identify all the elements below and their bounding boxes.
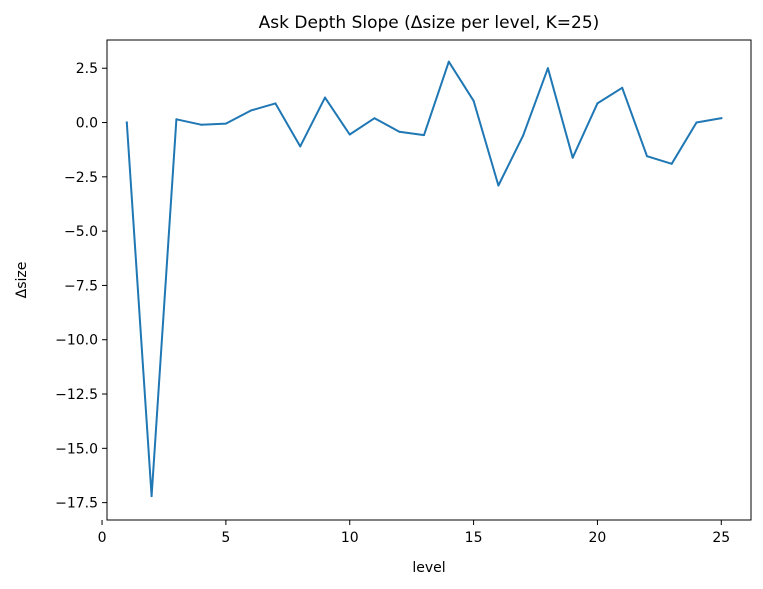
data-point [200,123,203,126]
y-tick-label: 0.0 [76,116,98,132]
x-tick-label: 0 [98,530,107,546]
data-point [274,102,277,105]
data-point [447,60,450,63]
y-tick-label: −10.0 [55,333,98,349]
data-point [695,121,698,124]
data-point [348,133,351,136]
data-point [497,184,500,187]
data-point [472,99,475,102]
y-tick-label: −15.0 [55,441,98,457]
data-point [423,134,425,137]
data-point [175,118,178,121]
x-axis-label: level [412,560,445,576]
y-tick-label: −7.5 [64,278,98,294]
data-point [596,102,599,105]
data-point [522,134,525,137]
axis-ticks: 0 5 10 15 20 25 2.5 0.0 −2.5 −5.0 −7.5 −10.0 −12.5 −1… [55,61,730,546]
data-point [125,121,128,124]
data-point [324,96,326,99]
x-tick-label: 20 [589,530,607,546]
y-axis-label: Δsize [14,262,30,299]
y-tick-label: −2.5 [64,170,98,186]
data-point [646,155,648,158]
x-tick-label: 25 [712,530,730,546]
data-point [546,67,549,70]
data-point [571,156,574,159]
data-point [224,122,227,125]
x-tick-label: 5 [221,530,230,546]
data-point [373,117,376,120]
data-point [299,145,302,148]
data-point [249,109,252,112]
y-tick-label: −12.5 [55,387,98,403]
y-tick-label: −17.5 [55,496,98,512]
series-group [125,60,723,498]
data-point [621,86,624,89]
data-point [150,495,153,498]
x-tick-label: 15 [465,530,483,546]
y-tick-label: −5.0 [64,224,98,240]
data-point [720,117,723,120]
data-point [398,130,401,133]
x-tick-label: 10 [341,530,359,546]
chart-title: Ask Depth Slope (Δsize per level, K=25) [259,13,600,33]
y-tick-label: 2.5 [76,61,98,77]
plot-frame [106,39,752,521]
data-point [670,162,673,165]
